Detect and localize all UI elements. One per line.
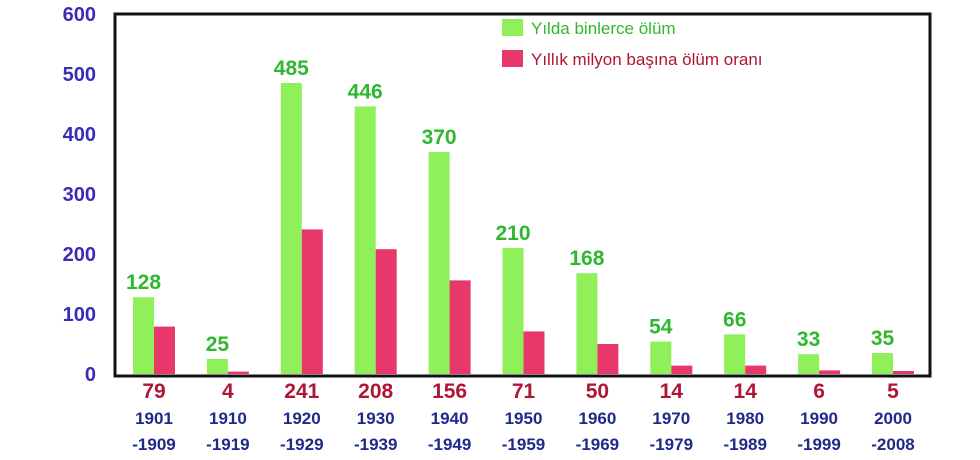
value-label-deaths: 35 xyxy=(871,327,895,350)
category-label-start: 1990 xyxy=(800,409,838,428)
category-label-end: -1959 xyxy=(502,435,545,454)
bar-death-rate xyxy=(301,229,323,374)
legend-label-deaths: Yılda binlerce ölüm xyxy=(531,19,676,38)
value-label-deaths: 446 xyxy=(348,80,383,103)
value-label-rate: 5 xyxy=(887,380,899,403)
category-label-start: 1910 xyxy=(209,409,247,428)
y-tick-label: 300 xyxy=(63,184,96,206)
value-label-rate: 79 xyxy=(142,380,165,403)
value-label-rate: 156 xyxy=(432,380,467,403)
bar-deaths-per-year xyxy=(650,341,672,374)
category-label-start: 1901 xyxy=(135,409,173,428)
plot-frame xyxy=(113,12,932,378)
value-label-deaths: 33 xyxy=(797,328,820,351)
category-label-end: -1929 xyxy=(280,435,323,454)
legend-swatch-deaths xyxy=(502,19,523,36)
bar-deaths-per-year xyxy=(798,354,820,374)
bar-death-rate xyxy=(893,371,914,374)
category-label-end: -1919 xyxy=(206,435,249,454)
bar-death-rate xyxy=(154,326,175,374)
category-label-start: 1940 xyxy=(431,409,469,428)
category-label-start: 1970 xyxy=(652,409,690,428)
value-label-deaths: 54 xyxy=(649,316,673,339)
bar-death-rate xyxy=(449,280,471,374)
legend-label-rate: Yıllık milyon başına ölüm oranı xyxy=(531,50,763,69)
bar-deaths-per-year xyxy=(872,353,893,374)
value-label-rate: 71 xyxy=(512,380,536,403)
bar-death-rate xyxy=(227,371,249,374)
value-label-deaths: 370 xyxy=(422,126,457,149)
legend-swatch-rate xyxy=(502,50,523,67)
y-tick-label: 400 xyxy=(63,124,96,146)
y-tick-label: 100 xyxy=(63,304,96,326)
y-tick-label: 500 xyxy=(63,64,96,86)
y-axis-ticks: 0 100 200 300 400 500 600 xyxy=(63,4,96,386)
bar-deaths-per-year xyxy=(133,297,154,374)
value-label-deaths: 210 xyxy=(495,222,530,245)
red-value-labels: 79 4 241 208 156 71 50 14 14 6 5 xyxy=(142,380,899,403)
y-tick-label: 0 xyxy=(85,364,96,386)
category-label-end: -1909 xyxy=(132,435,175,454)
bar-deaths-per-year xyxy=(724,334,746,374)
category-label-start: 1980 xyxy=(726,409,764,428)
bar-death-rate xyxy=(523,331,545,374)
bar-deaths-per-year xyxy=(280,83,302,374)
category-labels: 1901 -1909 1910 -1919 1920 -1929 1930 -1939 1940… xyxy=(132,409,914,454)
category-label-start: 1960 xyxy=(578,409,616,428)
bars xyxy=(133,83,914,375)
value-label-rate: 241 xyxy=(284,380,319,403)
category-label-start: 1930 xyxy=(357,409,395,428)
value-label-rate: 208 xyxy=(358,380,393,403)
bar-deaths-per-year xyxy=(502,248,524,374)
value-label-rate: 4 xyxy=(222,380,234,403)
value-label-deaths: 168 xyxy=(569,247,604,270)
value-label-deaths: 128 xyxy=(126,271,161,294)
category-label-end: -2008 xyxy=(871,435,914,454)
bar-death-rate xyxy=(375,249,397,374)
bar-deaths-per-year xyxy=(354,106,376,375)
value-label-rate: 14 xyxy=(660,380,684,403)
value-label-rate: 6 xyxy=(813,380,825,403)
value-label-deaths: 25 xyxy=(206,333,230,356)
legend: Yılda binlerce ölüm Yıllık milyon başına… xyxy=(502,19,763,69)
green-value-labels: 128 25 485 446 370 210 168 54 66 33 35 xyxy=(126,57,895,356)
value-label-deaths: 485 xyxy=(274,57,309,80)
category-label-start: 1950 xyxy=(505,409,543,428)
y-tick-label: 600 xyxy=(63,4,96,26)
value-label-rate: 14 xyxy=(734,380,758,403)
bar-deaths-per-year xyxy=(576,273,598,374)
bar-deaths-per-year xyxy=(428,152,450,374)
category-label-end: -1989 xyxy=(723,435,766,454)
value-label-deaths: 66 xyxy=(723,308,746,331)
bar-death-rate xyxy=(819,370,841,374)
category-label-end: -1979 xyxy=(650,435,693,454)
category-label-end: -1949 xyxy=(428,435,471,454)
y-tick-label: 200 xyxy=(63,244,96,266)
category-label-end: -1969 xyxy=(576,435,619,454)
category-label-start: 2000 xyxy=(874,409,912,428)
bar-deaths-per-year xyxy=(206,359,228,374)
bar-death-rate xyxy=(671,365,693,374)
category-label-end: -1939 xyxy=(354,435,397,454)
category-label-end: -1999 xyxy=(797,435,840,454)
bar-death-rate xyxy=(745,365,767,374)
value-label-rate: 50 xyxy=(586,380,609,403)
category-label-start: 1920 xyxy=(283,409,321,428)
bar-death-rate xyxy=(597,344,619,374)
